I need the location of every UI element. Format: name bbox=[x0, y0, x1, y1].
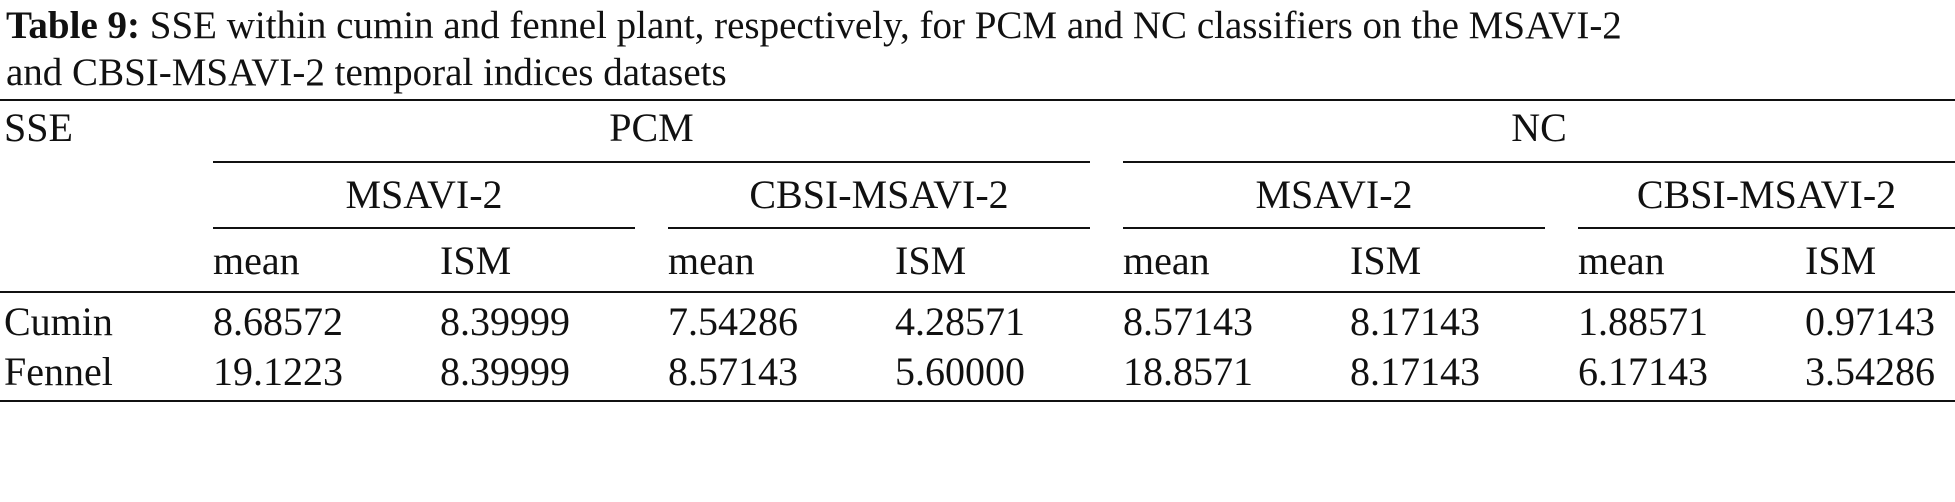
column-header: ISM bbox=[895, 238, 967, 283]
caption-text-line2: and CBSI-MSAVI-2 temporal indices datase… bbox=[6, 51, 727, 94]
table-cell: 19.1223 bbox=[213, 349, 343, 394]
column-header: ISM bbox=[440, 238, 512, 283]
table-cell: 0.97143 bbox=[1805, 299, 1935, 344]
subgroup-rule bbox=[668, 227, 1090, 229]
table-caption: Table 9: SSE within cumin and fennel pla… bbox=[6, 2, 1946, 96]
pcm-group-rule bbox=[213, 161, 1090, 163]
bottom-rule bbox=[0, 400, 1955, 402]
column-header: mean bbox=[1578, 238, 1665, 283]
column-header: ISM bbox=[1350, 238, 1422, 283]
header-rule bbox=[0, 291, 1955, 293]
row-label-cumin: Cumin bbox=[4, 299, 113, 344]
caption-text-line1: SSE within cumin and fennel plant, respe… bbox=[149, 4, 1622, 47]
table-cell: 1.88571 bbox=[1578, 299, 1708, 344]
table-cell: 8.17143 bbox=[1350, 299, 1480, 344]
table-cell: 18.8571 bbox=[1123, 349, 1253, 394]
group-header-pcm: PCM bbox=[609, 105, 694, 150]
subgroup-rule bbox=[1123, 227, 1545, 229]
table-cell: 4.28571 bbox=[895, 299, 1025, 344]
subheader-nc-msavi2: MSAVI-2 bbox=[1255, 172, 1413, 217]
top-rule bbox=[0, 99, 1955, 101]
table-cell: 8.57143 bbox=[668, 349, 798, 394]
table-number-label: Table 9: bbox=[6, 4, 141, 47]
row-label-fennel: Fennel bbox=[4, 349, 113, 394]
group-header-nc: NC bbox=[1511, 105, 1567, 150]
column-header: ISM bbox=[1805, 238, 1877, 283]
table-cell: 8.39999 bbox=[440, 349, 570, 394]
table-cell: 8.57143 bbox=[1123, 299, 1253, 344]
stub-header: SSE bbox=[4, 105, 73, 150]
table-cell: 8.39999 bbox=[440, 299, 570, 344]
subgroup-rule bbox=[1578, 227, 1955, 229]
table-cell: 3.54286 bbox=[1805, 349, 1935, 394]
nc-group-rule bbox=[1123, 161, 1955, 163]
subheader-pcm-cbsi-msavi2: CBSI-MSAVI-2 bbox=[749, 172, 1009, 217]
table-cell: 8.68572 bbox=[213, 299, 343, 344]
table-cell: 6.17143 bbox=[1578, 349, 1708, 394]
table-cell: 7.54286 bbox=[668, 299, 798, 344]
column-header: mean bbox=[668, 238, 755, 283]
subheader-nc-cbsi-msavi2: CBSI-MSAVI-2 bbox=[1636, 172, 1897, 217]
table-cell: 5.60000 bbox=[895, 349, 1025, 394]
column-header: mean bbox=[213, 238, 300, 283]
table-cell: 8.17143 bbox=[1350, 349, 1480, 394]
subheader-pcm-msavi2: MSAVI-2 bbox=[345, 172, 503, 217]
subgroup-rule bbox=[213, 227, 635, 229]
column-header: mean bbox=[1123, 238, 1210, 283]
